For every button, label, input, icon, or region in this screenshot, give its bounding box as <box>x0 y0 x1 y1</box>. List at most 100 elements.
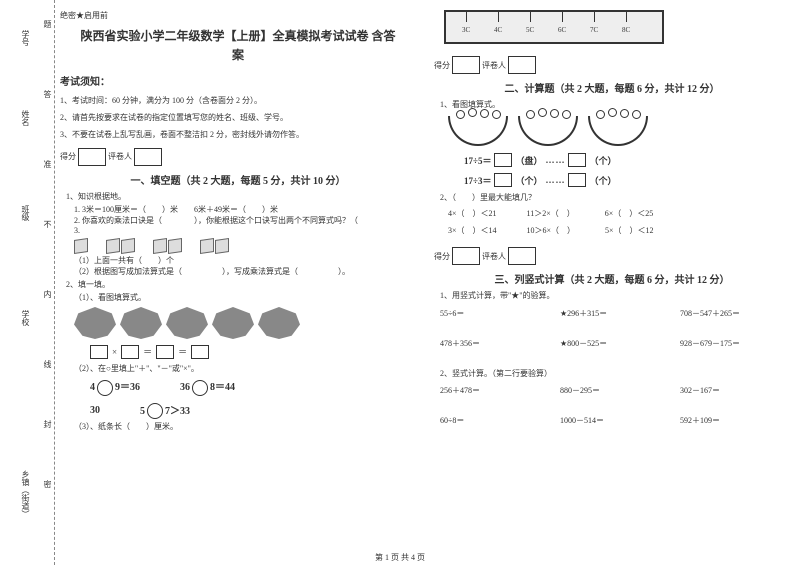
blank-box <box>90 345 108 359</box>
seal-text-1: 答 <box>42 90 53 98</box>
leaf-icon <box>120 307 162 339</box>
ruler-lbl: 4C <box>494 26 502 34</box>
fruit-icon <box>526 110 535 119</box>
right-column: 3C 4C 5C 6C 7C 8C 得分 评卷人 二、计算题（共 2 大题，每题… <box>434 10 790 555</box>
n5: 30 <box>90 405 100 416</box>
marker-box <box>508 56 536 74</box>
fruit-bowls <box>448 116 790 146</box>
seal-text-4: 内 <box>42 290 53 298</box>
bowl-icon <box>448 116 508 146</box>
cube-icon <box>74 238 88 254</box>
ruler-tick <box>498 12 499 22</box>
marker-lbl: 评卷人 <box>482 60 506 71</box>
page-footer: 第 1 页 共 4 页 <box>0 552 800 563</box>
q1-d1: （1）上面一共有（ ）个 <box>74 255 416 266</box>
calc-item: 55÷6＝ <box>440 308 550 332</box>
calc-item: 1000－514＝ <box>560 415 670 439</box>
page-content: 绝密★启用前 陕西省实验小学二年级数学【上册】全真模拟考试试卷 含答 案 考试须… <box>60 10 790 555</box>
n6: 5 <box>140 406 145 417</box>
unit-text: （盘） <box>515 154 542 167</box>
ruler-tick <box>626 12 627 22</box>
calc-item: 708－547＋265＝ <box>680 308 790 332</box>
eq-text: 17÷5＝ <box>464 154 491 167</box>
ruler-tick <box>594 12 595 22</box>
unit-text: （个） <box>515 174 542 187</box>
seal-text-7: 密 <box>42 480 53 488</box>
ruler-lbl: 3C <box>462 26 470 34</box>
fruit-icon <box>492 110 501 119</box>
n7: 7＞33 <box>165 406 190 417</box>
score-box <box>452 247 480 265</box>
fruit-icon <box>562 110 571 119</box>
blank-box <box>191 345 209 359</box>
calc-item: ★800－525＝ <box>560 338 670 362</box>
q1-a: 1. 3米＝100厘米＝（ ）米 6米＋49米＝（ ）米 <box>74 204 416 215</box>
section-3-title: 三、列竖式计算（共 2 大题，每题 6 分，共计 12 分） <box>434 271 790 286</box>
left-column: 绝密★启用前 陕西省实验小学二年级数学【上册】全真模拟考试试卷 含答 案 考试须… <box>60 10 416 555</box>
fill-line-1: 17÷5＝ （盘） …… （个） <box>464 153 790 167</box>
calc3-head: 1、用竖式计算，带"★"的验算。 <box>440 290 790 301</box>
cube-icon <box>153 238 167 254</box>
fruit-icon <box>456 110 465 119</box>
cube-icon <box>200 238 214 254</box>
cube-icon <box>121 238 135 254</box>
calc2-row-2: 3×（ ）＜14 10＞6×（ ） 5×（ ）＜12 <box>448 225 790 236</box>
seal-text-0: 题 <box>42 20 53 28</box>
ruler-lbl: 8C <box>622 26 630 34</box>
calc-item: 302－167＝ <box>680 385 790 409</box>
cell: 5×（ ）＜12 <box>605 225 654 236</box>
calc-item: ★296＋315＝ <box>560 308 670 332</box>
secret-label: 绝密★启用前 <box>60 10 416 21</box>
section-1-title: 一、填空题（共 2 大题，每题 5 分，共计 10 分） <box>60 172 416 187</box>
marker-lbl: 评卷人 <box>482 251 506 262</box>
paper-subtitle: 案 <box>60 46 416 63</box>
notice-head: 考试须知： <box>60 73 416 88</box>
calc-item: 880－295＝ <box>560 385 670 409</box>
mult-sign: × <box>112 347 117 357</box>
seal-text-3: 不 <box>42 220 53 228</box>
fruit-icon <box>632 110 641 119</box>
notice-1: 1、考试时间：60 分钟，满分为 100 分（含卷面分 2 分）。 <box>60 95 416 106</box>
cube-icon <box>215 238 229 254</box>
ruler-tick <box>530 12 531 22</box>
sidebar-lbl-id: 学号 <box>20 30 31 46</box>
cube-icon <box>106 238 120 254</box>
calc-item: 928－679－175＝ <box>680 338 790 362</box>
op-circle <box>97 380 113 396</box>
unit-text: （个） <box>589 154 616 167</box>
binding-sidebar: 学号 姓名 班级 学校 乡镇（街道） 题 答 准 不 内 线 封 密 <box>0 0 55 565</box>
score-row-3: 得分 评卷人 <box>434 247 790 265</box>
score-box <box>452 56 480 74</box>
fruit-icon <box>596 110 605 119</box>
eq-sign: ＝ <box>143 345 152 358</box>
equation-boxes: × ＝ ＝ <box>90 345 416 359</box>
leaf-icon <box>258 307 300 339</box>
bowl-icon <box>588 116 648 146</box>
calc4-head: 2、竖式计算。（第二行要验算） <box>440 368 790 379</box>
op-circle <box>147 403 163 419</box>
cubes-diagram <box>74 239 416 253</box>
leaf-icon <box>74 307 116 339</box>
leaf-icon <box>166 307 208 339</box>
sidebar-lbl-town: 乡镇（街道） <box>20 470 31 518</box>
cell: 6×（ ）＜25 <box>605 208 654 219</box>
n3: 36 <box>180 382 190 393</box>
q2-c: （3）、纸条长（ ）厘米。 <box>74 421 416 432</box>
seal-text-2: 准 <box>42 160 53 168</box>
calc-item: 60÷8＝ <box>440 415 550 439</box>
fruit-icon <box>608 108 617 117</box>
calc2-head: 2、（ ）里最大能填几？ <box>440 192 790 203</box>
num-row-1: 49＝36 368＝44 <box>90 378 416 396</box>
ruler-lbl: 5C <box>526 26 534 34</box>
ruler-lbl: 6C <box>558 26 566 34</box>
score-lbl: 得分 <box>434 251 450 262</box>
calc-item: 256＋478＝ <box>440 385 550 409</box>
blank-box <box>568 173 586 187</box>
blank-box <box>568 153 586 167</box>
num-row-2: 30 5 7＞33 <box>90 402 416 420</box>
calc2-row-1: 4×（ ）＜21 11＞2×（ ） 6×（ ）＜25 <box>448 208 790 219</box>
blank-box <box>494 153 512 167</box>
score-box <box>78 148 106 166</box>
seal-text-6: 封 <box>42 420 53 428</box>
score-lbl: 得分 <box>60 151 76 162</box>
